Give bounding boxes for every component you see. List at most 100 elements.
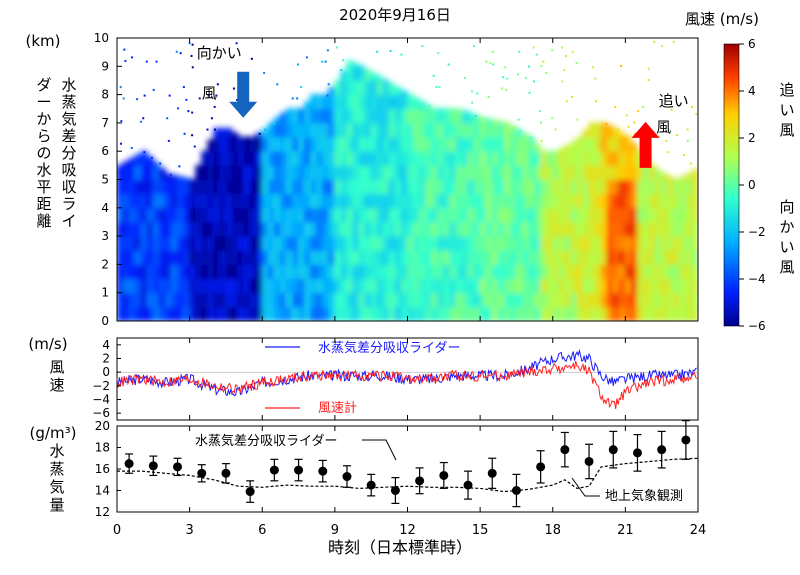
heatmap-cell bbox=[546, 193, 554, 209]
heatmap-cell bbox=[455, 193, 463, 209]
heatmap-cell bbox=[497, 150, 505, 166]
heatmap-cell bbox=[467, 150, 475, 166]
vapor-y-tick-label: 20 bbox=[95, 419, 110, 433]
heatmap-cell bbox=[304, 108, 312, 124]
heatmap-y-label-char: 蒸 bbox=[61, 93, 76, 111]
heatmap-cell bbox=[346, 65, 354, 81]
heatmap-cell bbox=[407, 108, 415, 124]
heatmap-cell bbox=[419, 207, 427, 223]
heatmap-cell bbox=[273, 306, 281, 321]
heatmap-cell bbox=[491, 292, 499, 308]
heatmap-cell bbox=[661, 193, 669, 209]
heatmap-cell bbox=[661, 235, 669, 251]
heatmap-cell bbox=[407, 150, 415, 166]
x-tick-label: 12 bbox=[399, 523, 416, 538]
heatmap-speckle bbox=[124, 59, 127, 62]
heatmap-speckle bbox=[376, 50, 379, 53]
heatmap-cell bbox=[491, 263, 499, 280]
heatmap-cell bbox=[370, 94, 378, 110]
heatmap-cell bbox=[273, 221, 281, 237]
heatmap-cell bbox=[455, 207, 463, 223]
heatmap-cell bbox=[352, 306, 360, 321]
heatmap-cell bbox=[425, 263, 433, 280]
heatmap-cell bbox=[594, 249, 602, 265]
heatmap-cell bbox=[164, 306, 172, 321]
heatmap-cell bbox=[285, 249, 294, 265]
heatmap-cell bbox=[612, 278, 620, 294]
heatmap-cell bbox=[298, 193, 306, 209]
heatmap-cell bbox=[606, 292, 614, 308]
heatmap-cell bbox=[552, 263, 560, 280]
heatmap-cell bbox=[122, 221, 130, 237]
heatmap-speckle bbox=[191, 66, 194, 69]
heatmap-cell bbox=[467, 207, 475, 223]
heatmap-cell bbox=[340, 292, 348, 308]
heatmap-speckle bbox=[647, 67, 650, 70]
heatmap-cell bbox=[382, 193, 390, 209]
heatmap-cell bbox=[328, 108, 336, 124]
heatmap-cell bbox=[594, 136, 602, 152]
heatmap-cell bbox=[491, 235, 499, 251]
heatmap-cell bbox=[546, 263, 554, 280]
heatmap-cell bbox=[685, 221, 693, 237]
heatmap-cell bbox=[316, 136, 324, 152]
heatmap-y-tick-label: 2 bbox=[101, 257, 109, 271]
heatmap-cell bbox=[655, 193, 663, 209]
heatmap-cell bbox=[267, 136, 275, 152]
heatmap-cell bbox=[443, 278, 451, 294]
heatmap-cell bbox=[552, 150, 560, 166]
heatmap-cell bbox=[310, 278, 318, 294]
heatmap-speckle bbox=[506, 77, 509, 80]
heatmap-cell bbox=[679, 193, 687, 209]
heatmap-cell bbox=[491, 179, 499, 195]
heatmap-cell bbox=[400, 221, 408, 237]
heatmap-cell bbox=[261, 249, 269, 265]
heatmap-cell bbox=[140, 263, 148, 280]
heatmap-cell bbox=[636, 235, 645, 251]
data-point bbox=[487, 468, 497, 478]
heatmap-cell bbox=[267, 150, 275, 166]
heatmap-cell bbox=[152, 306, 160, 321]
heatmap-cell bbox=[600, 249, 608, 265]
heatmap-cell bbox=[407, 235, 415, 251]
heatmap-cell bbox=[261, 235, 269, 251]
heatmap-cell bbox=[304, 207, 312, 223]
heatmap-cell bbox=[437, 278, 445, 294]
heatmap-cell bbox=[382, 179, 390, 195]
heatmap-cell bbox=[612, 164, 620, 180]
heatmap-cell bbox=[310, 292, 318, 308]
heatmap-cell bbox=[630, 193, 638, 209]
heatmap-cell bbox=[370, 179, 378, 195]
heatmap-cell bbox=[503, 249, 511, 265]
heatmap-cell bbox=[673, 278, 681, 294]
heatmap-y-tick-label: 1 bbox=[101, 286, 109, 300]
heatmap-cell bbox=[479, 179, 487, 195]
heatmap-cell bbox=[207, 164, 215, 180]
heatmap-cell bbox=[304, 179, 312, 195]
heatmap-cell bbox=[413, 97, 421, 110]
heatmap-speckle bbox=[326, 94, 329, 97]
heatmap-speckle bbox=[695, 112, 698, 115]
heatmap-speckle bbox=[235, 42, 238, 45]
heatmap-cell bbox=[364, 94, 372, 110]
heatmap-cell bbox=[207, 306, 215, 321]
heatmap-cell bbox=[189, 306, 197, 321]
heatmap-cell bbox=[394, 292, 402, 308]
heatmap-cell bbox=[455, 150, 463, 166]
heatmap-cell bbox=[285, 306, 294, 321]
heatmap-cell bbox=[310, 179, 318, 195]
heatmap-cell bbox=[322, 150, 330, 166]
heatmap-cell bbox=[394, 235, 402, 251]
heatmap-cell bbox=[164, 249, 172, 265]
heatmap-cell bbox=[528, 235, 536, 251]
heatmap-cell bbox=[509, 136, 517, 152]
heatmap-cell bbox=[612, 292, 620, 308]
heatmap-y-label-char: 水 bbox=[36, 161, 51, 179]
heatmap-cell bbox=[467, 112, 475, 124]
heatmap-cell bbox=[461, 110, 469, 124]
heatmap-cell bbox=[322, 122, 330, 138]
heatmap-cell bbox=[292, 249, 300, 265]
heatmap-cell bbox=[352, 193, 360, 209]
legend-label: 風速計 bbox=[318, 400, 357, 416]
